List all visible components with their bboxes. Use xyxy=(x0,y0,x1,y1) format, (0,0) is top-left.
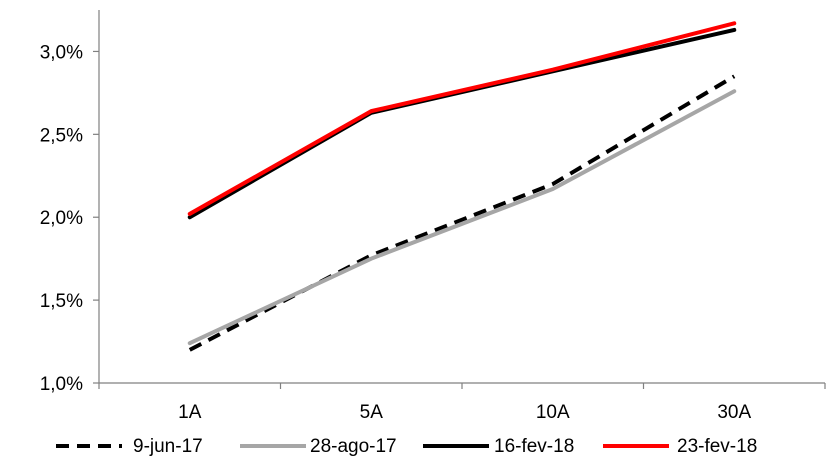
y-tick-label: 1,0% xyxy=(40,374,83,395)
legend-label: 16-fev-18 xyxy=(494,436,574,457)
y-tick-label: 3,0% xyxy=(40,42,83,63)
x-tick-label: 5A xyxy=(360,402,384,423)
y-tick-label: 1,5% xyxy=(40,291,83,312)
legend: 9-jun-17 28-ago-17 16-fev-18 23-fev-18 xyxy=(56,436,757,457)
y-tick-label: 2,5% xyxy=(40,125,83,146)
series-line-23-fev-18 xyxy=(187,21,737,216)
x-tick-label: 30A xyxy=(717,402,751,423)
y-ticks: 1,0% 1,5% 2,0% 2,5% 3,0% xyxy=(40,42,99,395)
series-layer xyxy=(187,21,737,352)
x-tick-label: 10A xyxy=(536,402,570,423)
series-line-9-jun-17 xyxy=(188,74,736,352)
legend-label: 9-jun-17 xyxy=(133,436,203,457)
x-tick-label: 1A xyxy=(178,402,202,423)
y-tick-label: 2,0% xyxy=(40,208,83,229)
legend-label: 23-fev-18 xyxy=(677,436,757,457)
legend-label: 28-ago-17 xyxy=(310,436,397,457)
axes xyxy=(98,10,825,384)
series-line-28-ago-17 xyxy=(187,89,737,346)
x-ticks: 1A 5A 10A 30A xyxy=(98,383,826,423)
